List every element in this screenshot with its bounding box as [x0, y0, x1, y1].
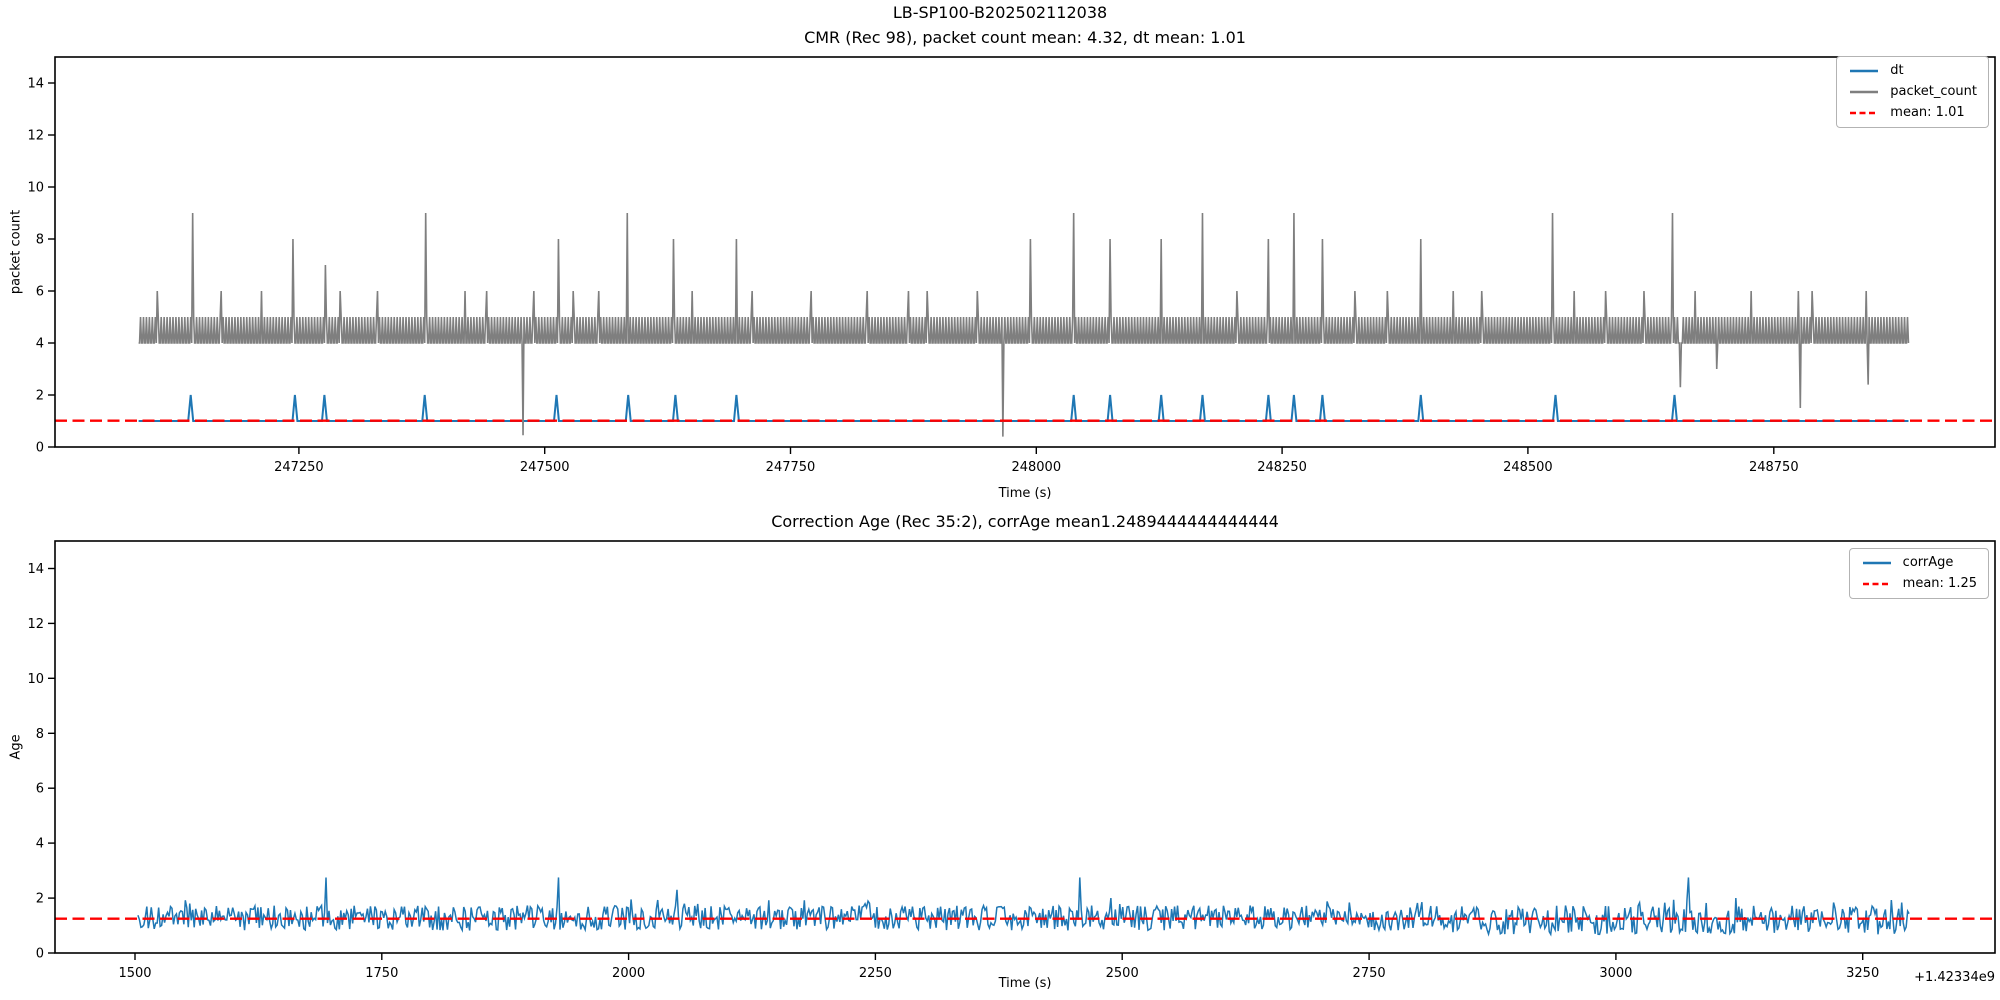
axes-frame — [54, 540, 1996, 954]
legend-item: mean: 1.01 — [1848, 106, 1977, 120]
legend-label: dt — [1890, 63, 1904, 78]
y-tick-label: 2 — [36, 389, 44, 404]
y-tick-label: 0 — [36, 441, 44, 456]
bottom-legend: corrAge mean: 1.25 — [1848, 548, 1989, 599]
top-axes-title: CMR (Rec 98), packet count mean: 4.32, d… — [804, 28, 1246, 47]
y-tick-label: 4 — [36, 837, 44, 852]
legend-line-swatch — [1850, 111, 1879, 115]
bottom-axes-title: Correction Age (Rec 35:2), corrAge mean1… — [771, 512, 1279, 531]
bottom-yaxis-label: Age — [8, 734, 24, 760]
legend-label: mean: 1.01 — [1890, 105, 1965, 120]
y-tick-label: 14 — [27, 562, 44, 577]
x-tick-label: 3250 — [1846, 966, 1879, 981]
legend-line-swatch — [1850, 69, 1879, 73]
y-tick-label: 8 — [36, 233, 44, 248]
x-tick-label: 2500 — [1106, 966, 1139, 981]
x-tick-label: 3000 — [1599, 966, 1632, 981]
x-tick-label: 1500 — [118, 966, 151, 981]
series-corrAge — [137, 877, 1910, 937]
series-packet-count — [138, 212, 1910, 437]
x-tick-label: 2250 — [859, 966, 892, 981]
axes-frame — [54, 56, 1996, 448]
legend-line-swatch — [1862, 582, 1891, 586]
y-tick-label: 10 — [27, 672, 44, 687]
x-tick-label: 247500 — [520, 460, 570, 475]
top-xaxis-label: Time (s) — [998, 486, 1052, 501]
legend-label: mean: 1.25 — [1902, 576, 1977, 591]
x-tick-label: 248000 — [1011, 460, 1061, 475]
y-tick-label: 6 — [36, 782, 44, 797]
x-tick-label: 247250 — [274, 460, 324, 475]
top-yaxis-label: packet count — [8, 209, 24, 295]
bottom-xaxis-label: Time (s) — [998, 976, 1052, 991]
y-tick-label: 4 — [36, 337, 44, 352]
top-legend: dt packet_count mean: 1.01 — [1836, 56, 1989, 128]
y-tick-label: 12 — [27, 617, 44, 632]
y-tick-label: 8 — [36, 727, 44, 742]
legend-item: mean: 1.25 — [1861, 577, 1977, 591]
y-tick-label: 6 — [36, 285, 44, 300]
legend-line-swatch — [1862, 561, 1891, 565]
legend-item: packet_count — [1848, 85, 1977, 99]
y-tick-label: 14 — [27, 77, 44, 92]
y-tick-label: 12 — [27, 129, 44, 144]
y-tick-label: 0 — [36, 947, 44, 962]
legend-label: corrAge — [1902, 555, 1954, 570]
legend-line-swatch — [1850, 90, 1879, 94]
x-tick-label: 2000 — [612, 966, 645, 981]
figure-title: LB-SP100-B202502112038 — [892, 3, 1108, 22]
legend-label: packet_count — [1890, 84, 1977, 99]
xaxis-offset-text: +1.42334e9 — [1914, 970, 1995, 985]
legend-item: corrAge — [1861, 556, 1977, 570]
x-tick-label: 248500 — [1503, 460, 1553, 475]
x-tick-label: 248750 — [1749, 460, 1799, 475]
legend-item: dt — [1848, 64, 1977, 78]
y-tick-label: 10 — [27, 181, 44, 196]
series-dt — [138, 394, 1909, 422]
y-tick-label: 2 — [36, 892, 44, 907]
x-tick-label: 2750 — [1353, 966, 1386, 981]
x-tick-label: 247750 — [766, 460, 816, 475]
x-tick-label: 1750 — [365, 966, 398, 981]
x-tick-label: 248250 — [1257, 460, 1307, 475]
